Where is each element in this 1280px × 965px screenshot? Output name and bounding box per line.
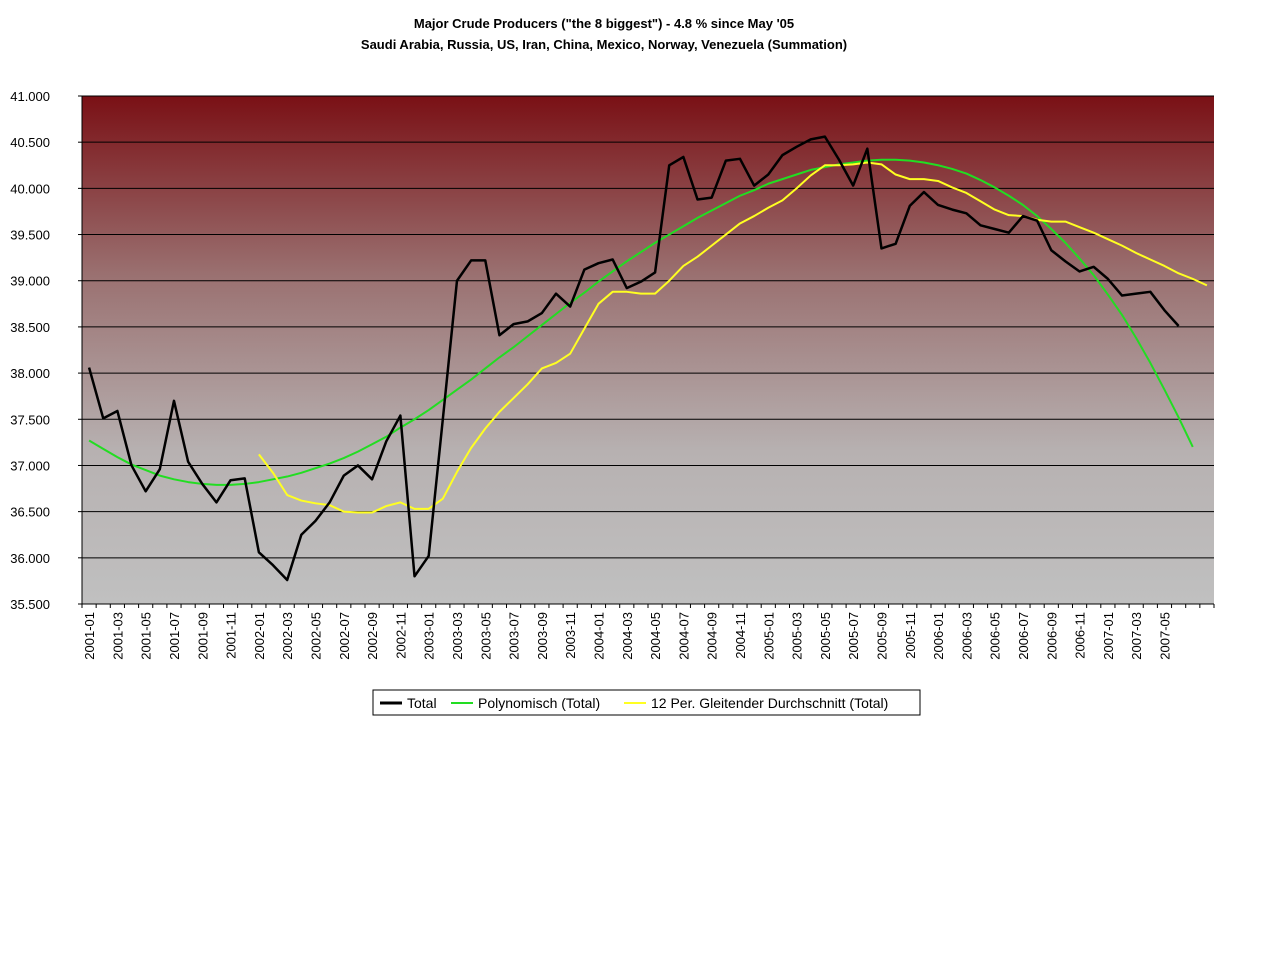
x-tick-label: 2006-03 [959,612,974,660]
y-tick-label: 36.500 [10,505,50,520]
x-tick-label: 2002-03 [280,612,295,660]
x-tick-label: 2001-11 [224,612,239,659]
x-tick-label: 2006-05 [988,612,1003,660]
y-tick-label: 39.500 [10,228,50,243]
x-tick-label: 2003-11 [563,612,578,659]
legend-box [372,689,921,716]
y-tick-label: 40.500 [10,135,50,150]
x-tick-label: 2003-05 [478,612,493,660]
x-tick-label: 2001-03 [110,612,125,660]
y-tick-label: 40.000 [10,181,50,196]
x-tick-label: 2006-11 [1073,612,1088,659]
legend-label-polynomial: Polynomisch (Total) [478,695,600,711]
legend: Total Polynomisch (Total) 12 Per. Gleite… [372,689,921,716]
x-tick-label: 2006-09 [1044,612,1059,660]
y-tick-label: 37.000 [10,458,50,473]
series-lines [87,135,1208,582]
plot-area [82,96,1214,604]
x-tick-label: 2005-07 [846,612,861,660]
y-tick-label: 38.500 [10,320,50,335]
x-tick-label: 2002-01 [252,612,267,660]
y-tick-label: 38.000 [10,366,50,381]
y-tick-label: 35.500 [10,597,50,612]
legend-label-total: Total [407,695,437,711]
x-tick-label: 2002-09 [365,612,380,660]
x-tick-label: 2001-01 [82,612,97,660]
x-tick-label: 2001-07 [167,612,182,660]
x-tick-label: 2003-07 [507,612,522,660]
x-tick-label: 2004-11 [733,612,748,659]
x-tick-label: 2002-07 [337,612,352,660]
x-tick-label: 2004-07 [676,612,691,660]
y-tick-label: 36.000 [10,551,50,566]
x-tick-label: 2001-05 [139,612,154,660]
x-tick-label: 2004-05 [648,612,663,660]
chart-subtitle: Saudi Arabia, Russia, US, Iran, China, M… [361,37,847,52]
x-tick-label: 2002-11 [393,612,408,659]
x-tick-label: 2005-05 [818,612,833,660]
legend-label-moving-average: 12 Per. Gleitender Durchschnitt (Total) [651,695,888,711]
x-tick-label: 2005-03 [790,612,805,660]
series-line-polynomial [88,158,1194,486]
x-tick-label: 2007-05 [1157,612,1172,660]
y-tick-label: 41.000 [10,89,50,104]
x-tick-label: 2005-11 [903,612,918,659]
x-tick-label: 2004-03 [620,612,635,660]
x-tick-label: 2003-03 [450,612,465,660]
y-tick-label: 39.000 [10,274,50,289]
x-tick-label: 2002-05 [308,612,323,660]
x-tick-label: 2001-09 [195,612,210,660]
x-tick-label: 2003-09 [535,612,550,660]
x-tick-label: 2003-01 [422,612,437,660]
x-tick-label: 2006-01 [931,612,946,660]
x-tick-label: 2004-09 [705,612,720,660]
chart-title: Major Crude Producers ("the 8 biggest") … [414,16,794,31]
series-line-moving-average [258,161,1208,514]
x-tick-label: 2005-01 [761,612,776,660]
axes: 35.500 36.000 36.500 37.000 37.500 38.000 38.5… [10,89,1215,660]
x-tick-label: 2007-01 [1101,612,1116,660]
x-tick-label: 2007-03 [1129,612,1144,660]
x-tick-label: 2005-09 [874,612,889,660]
gridlines [82,95,1214,559]
series-line-total [87,135,1180,582]
x-tick-label: 2006-07 [1016,612,1031,660]
y-tick-label: 37.500 [10,412,50,427]
x-tick-label: 2004-01 [591,612,606,660]
